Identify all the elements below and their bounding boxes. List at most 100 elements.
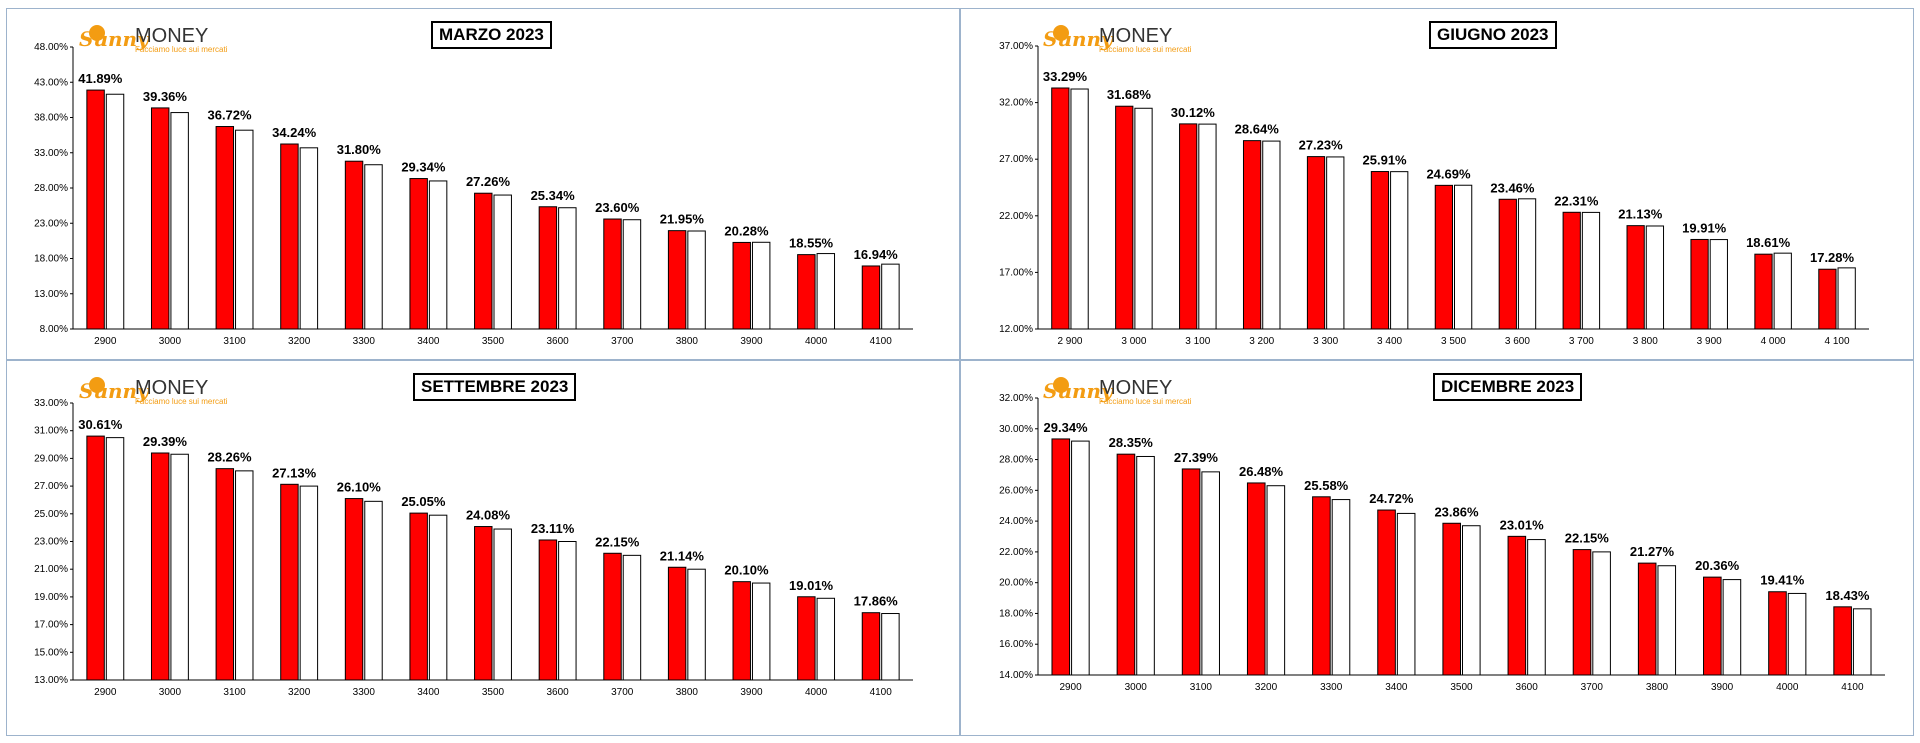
data-label: 24.08% [466,508,511,523]
y-tick-label: 28.00% [34,183,68,194]
bar-secondary [105,93,125,330]
y-tick-label: 26.00% [999,485,1033,496]
bar-secondary [1266,485,1286,676]
bar-primary [1312,496,1331,676]
y-tick-label: 17.00% [34,620,68,631]
y-tick-label: 32.00% [999,393,1033,404]
x-tick-label: 2900 [1059,682,1082,693]
bar-secondary [687,568,706,681]
logo-brand-script: Sunny [1043,379,1114,403]
x-tick-label: 3200 [1255,682,1278,693]
bar-secondary [1787,592,1807,676]
x-tick-label: 2900 [94,687,117,698]
x-tick-label: 3900 [740,687,763,698]
x-tick-label: 3 700 [1569,336,1594,347]
bar-chart: 13.00% 15.00% 17.00% 19.00% 21.00% 23.00% 25.0… [34,398,913,698]
logo-tagline: Facciamo luce sui mercati [135,45,228,54]
bar-secondary [1645,225,1665,330]
data-label: 18.43% [1825,588,1870,603]
x-tick-label: 4000 [805,336,828,347]
x-tick-label: 4 100 [1825,336,1850,347]
data-label: 27.39% [1174,450,1219,465]
data-label: 28.35% [1109,435,1154,450]
x-tick-label: 3200 [288,687,311,698]
bar-primary [538,539,558,681]
logo-tagline: Facciamo luce sui mercati [1099,45,1192,54]
data-label: 16.94% [854,247,899,262]
bar-secondary [881,263,900,330]
x-tick-label: 3200 [288,336,311,347]
y-tick-label: 14.00% [999,670,1033,681]
bar-secondary [1134,107,1153,330]
data-label: 36.72% [207,108,252,123]
x-tick-label: 2900 [94,336,117,347]
bar-secondary [1592,551,1611,676]
data-label: 31.68% [1107,87,1152,102]
y-tick-label: 38.00% [34,113,68,124]
bar-secondary [1657,565,1677,676]
data-label: 41.89% [78,71,123,86]
data-label: 28.64% [1235,122,1280,137]
y-tick-label: 48.00% [34,42,68,53]
bar-secondary [170,112,189,330]
x-tick-label: 4100 [870,687,893,698]
bar-secondary [751,582,771,681]
y-tick-label: 17.00% [999,267,1033,278]
logo-brand-word: MONEY [1099,377,1172,399]
y-tick-label: 30.00% [999,424,1033,435]
data-label: 23.11% [531,521,575,536]
data-label: 21.95% [660,212,705,227]
bar-primary [732,241,751,330]
bar-primary [1246,482,1266,676]
bar-primary [86,89,105,330]
bar-primary [150,107,170,330]
sun-icon [1053,377,1069,393]
data-label: 34.24% [272,125,317,140]
data-label: 19.01% [789,578,834,593]
bar-secondary [299,485,319,681]
bar-primary [861,265,881,330]
data-label: 21.13% [1618,207,1663,222]
x-tick-label: 3 000 [1121,336,1146,347]
bar-primary [1242,140,1262,330]
bar-primary [1768,591,1787,676]
bar-secondary [622,554,642,681]
bar-secondary [1722,579,1742,676]
data-label: 20.10% [724,563,769,578]
y-tick-label: 19.00% [34,592,68,603]
bar-chart: 12.00% 17.00% 22.00% 27.00% 32.00% 37.00% 33.2… [999,41,1869,347]
y-tick-label: 25.00% [34,509,68,520]
bar-secondary [170,453,189,681]
y-tick-label: 22.00% [999,211,1033,222]
data-label: 23.01% [1500,517,1545,532]
chart-panel-giugno: 12.00% 17.00% 22.00% 27.00% 32.00% 37.00% 33.2… [960,8,1914,360]
bar-secondary [1581,211,1601,330]
logo-brand-script: Sunny [79,379,150,403]
x-tick-label: 3000 [1125,682,1148,693]
bar-primary [1818,268,1837,330]
bar-primary [280,143,299,330]
bar-secondary [881,613,900,681]
bar-secondary [1852,608,1872,676]
bar-secondary [1390,171,1409,330]
data-label: 26.48% [1239,464,1284,479]
bar-secondary [493,194,512,330]
chart-panel-marzo: 8.00% 13.00% 18.00% 23.00% 28.00% 33.00% 38.00… [6,8,960,360]
y-tick-label: 32.00% [999,98,1033,109]
y-tick-label: 8.00% [40,324,68,335]
bar-secondary [105,437,125,681]
x-tick-label: 3300 [1320,682,1343,693]
bar-secondary [1136,455,1155,676]
bar-primary [1690,238,1709,330]
logo-brand-word: MONEY [1099,25,1172,47]
bar-secondary [1709,239,1728,330]
data-label: 25.91% [1363,153,1408,168]
x-tick-label: 4100 [1841,682,1864,693]
bar-primary [215,468,235,681]
sun-icon [89,25,105,41]
bar-primary [667,566,687,681]
data-label: 28.26% [207,450,252,465]
y-tick-label: 20.00% [999,578,1033,589]
data-label: 39.36% [143,89,188,104]
